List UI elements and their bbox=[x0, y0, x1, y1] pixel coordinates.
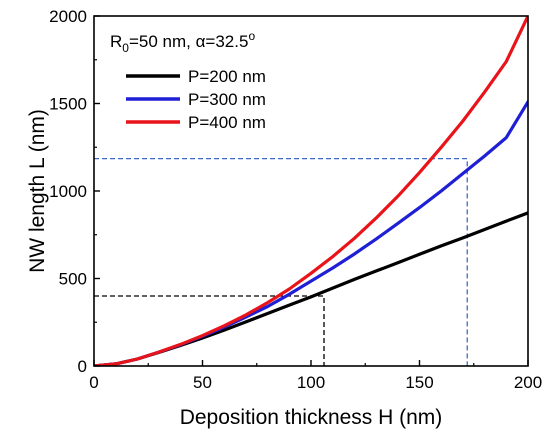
legend-label: P=400 nm bbox=[188, 113, 266, 132]
y-tick-label: 500 bbox=[59, 270, 87, 289]
plot-frame bbox=[93, 15, 529, 367]
series-lines bbox=[94, 16, 528, 366]
x-axis-title: Deposition thickness H (nm) bbox=[180, 406, 443, 429]
axis-ticks bbox=[93, 15, 529, 367]
alpha-value: =32.5 bbox=[205, 32, 248, 51]
reference-line bbox=[94, 295, 325, 366]
series-line bbox=[94, 211, 528, 366]
x-tick-label: 100 bbox=[297, 373, 325, 392]
legend: P=200 nm P=300 nm P=400 nm bbox=[126, 67, 266, 132]
alpha-unit: o bbox=[248, 29, 255, 43]
x-tick-label: 50 bbox=[193, 373, 212, 392]
y-tick-label: 1500 bbox=[49, 95, 87, 114]
series-line bbox=[94, 100, 528, 366]
r-value: =50 nm, bbox=[129, 32, 196, 51]
reference-lines bbox=[94, 157, 468, 366]
y-tick-label: 2000 bbox=[49, 7, 87, 26]
r-label: R bbox=[110, 32, 122, 51]
y-axis-title: NW length L (nm) bbox=[26, 109, 49, 273]
x-tick-label: 200 bbox=[514, 373, 542, 392]
legend-label: P=300 nm bbox=[188, 90, 266, 109]
y-tick-label: 1000 bbox=[49, 182, 87, 201]
x-tick-label: 150 bbox=[405, 373, 433, 392]
legend-label: P=200 nm bbox=[188, 67, 266, 86]
alpha-symbol: α bbox=[196, 32, 206, 51]
r-subscript: 0 bbox=[122, 41, 129, 55]
reference-line bbox=[94, 157, 468, 366]
x-tick-label: 0 bbox=[89, 373, 98, 392]
series-line bbox=[94, 16, 528, 366]
y-tick-label: 0 bbox=[78, 357, 87, 376]
parameter-annotation: R0=50 nm, α=32.5o bbox=[110, 29, 255, 55]
